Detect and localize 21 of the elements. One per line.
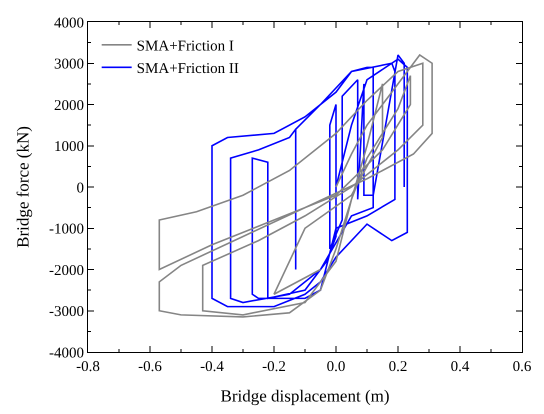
x-tick-label: -0.4	[200, 359, 224, 375]
y-tick-label: -3000	[49, 304, 84, 320]
x-tick-label: -0.2	[262, 359, 286, 375]
y-tick-label: 3000	[54, 56, 84, 72]
x-tick-label: 0.0	[326, 359, 346, 375]
x-tick-label: -0.8	[76, 359, 100, 375]
x-tick-label: 0.2	[388, 359, 408, 375]
legend-label: SMA+Friction I	[136, 38, 234, 55]
legend-label: SMA+Friction II	[136, 61, 239, 78]
y-tick-label: 1000	[54, 139, 84, 155]
y-tick-label: -1000	[49, 222, 84, 238]
y-tick-label: -2000	[49, 262, 84, 279]
y-tick-label: 0	[76, 180, 84, 196]
x-tick-label: 0.4	[450, 359, 470, 375]
y-tick-label: 2000	[54, 98, 84, 114]
x-tick-label: 0.6	[512, 359, 532, 375]
x-axis-title: Bridge displacement (m)	[220, 386, 390, 406]
y-axis-title: Bridge force (kN)	[14, 126, 33, 248]
y-tick-label: 4000	[54, 15, 84, 32]
x-tick-label: -0.6	[138, 359, 162, 375]
y-tick-label: -4000	[49, 345, 84, 362]
